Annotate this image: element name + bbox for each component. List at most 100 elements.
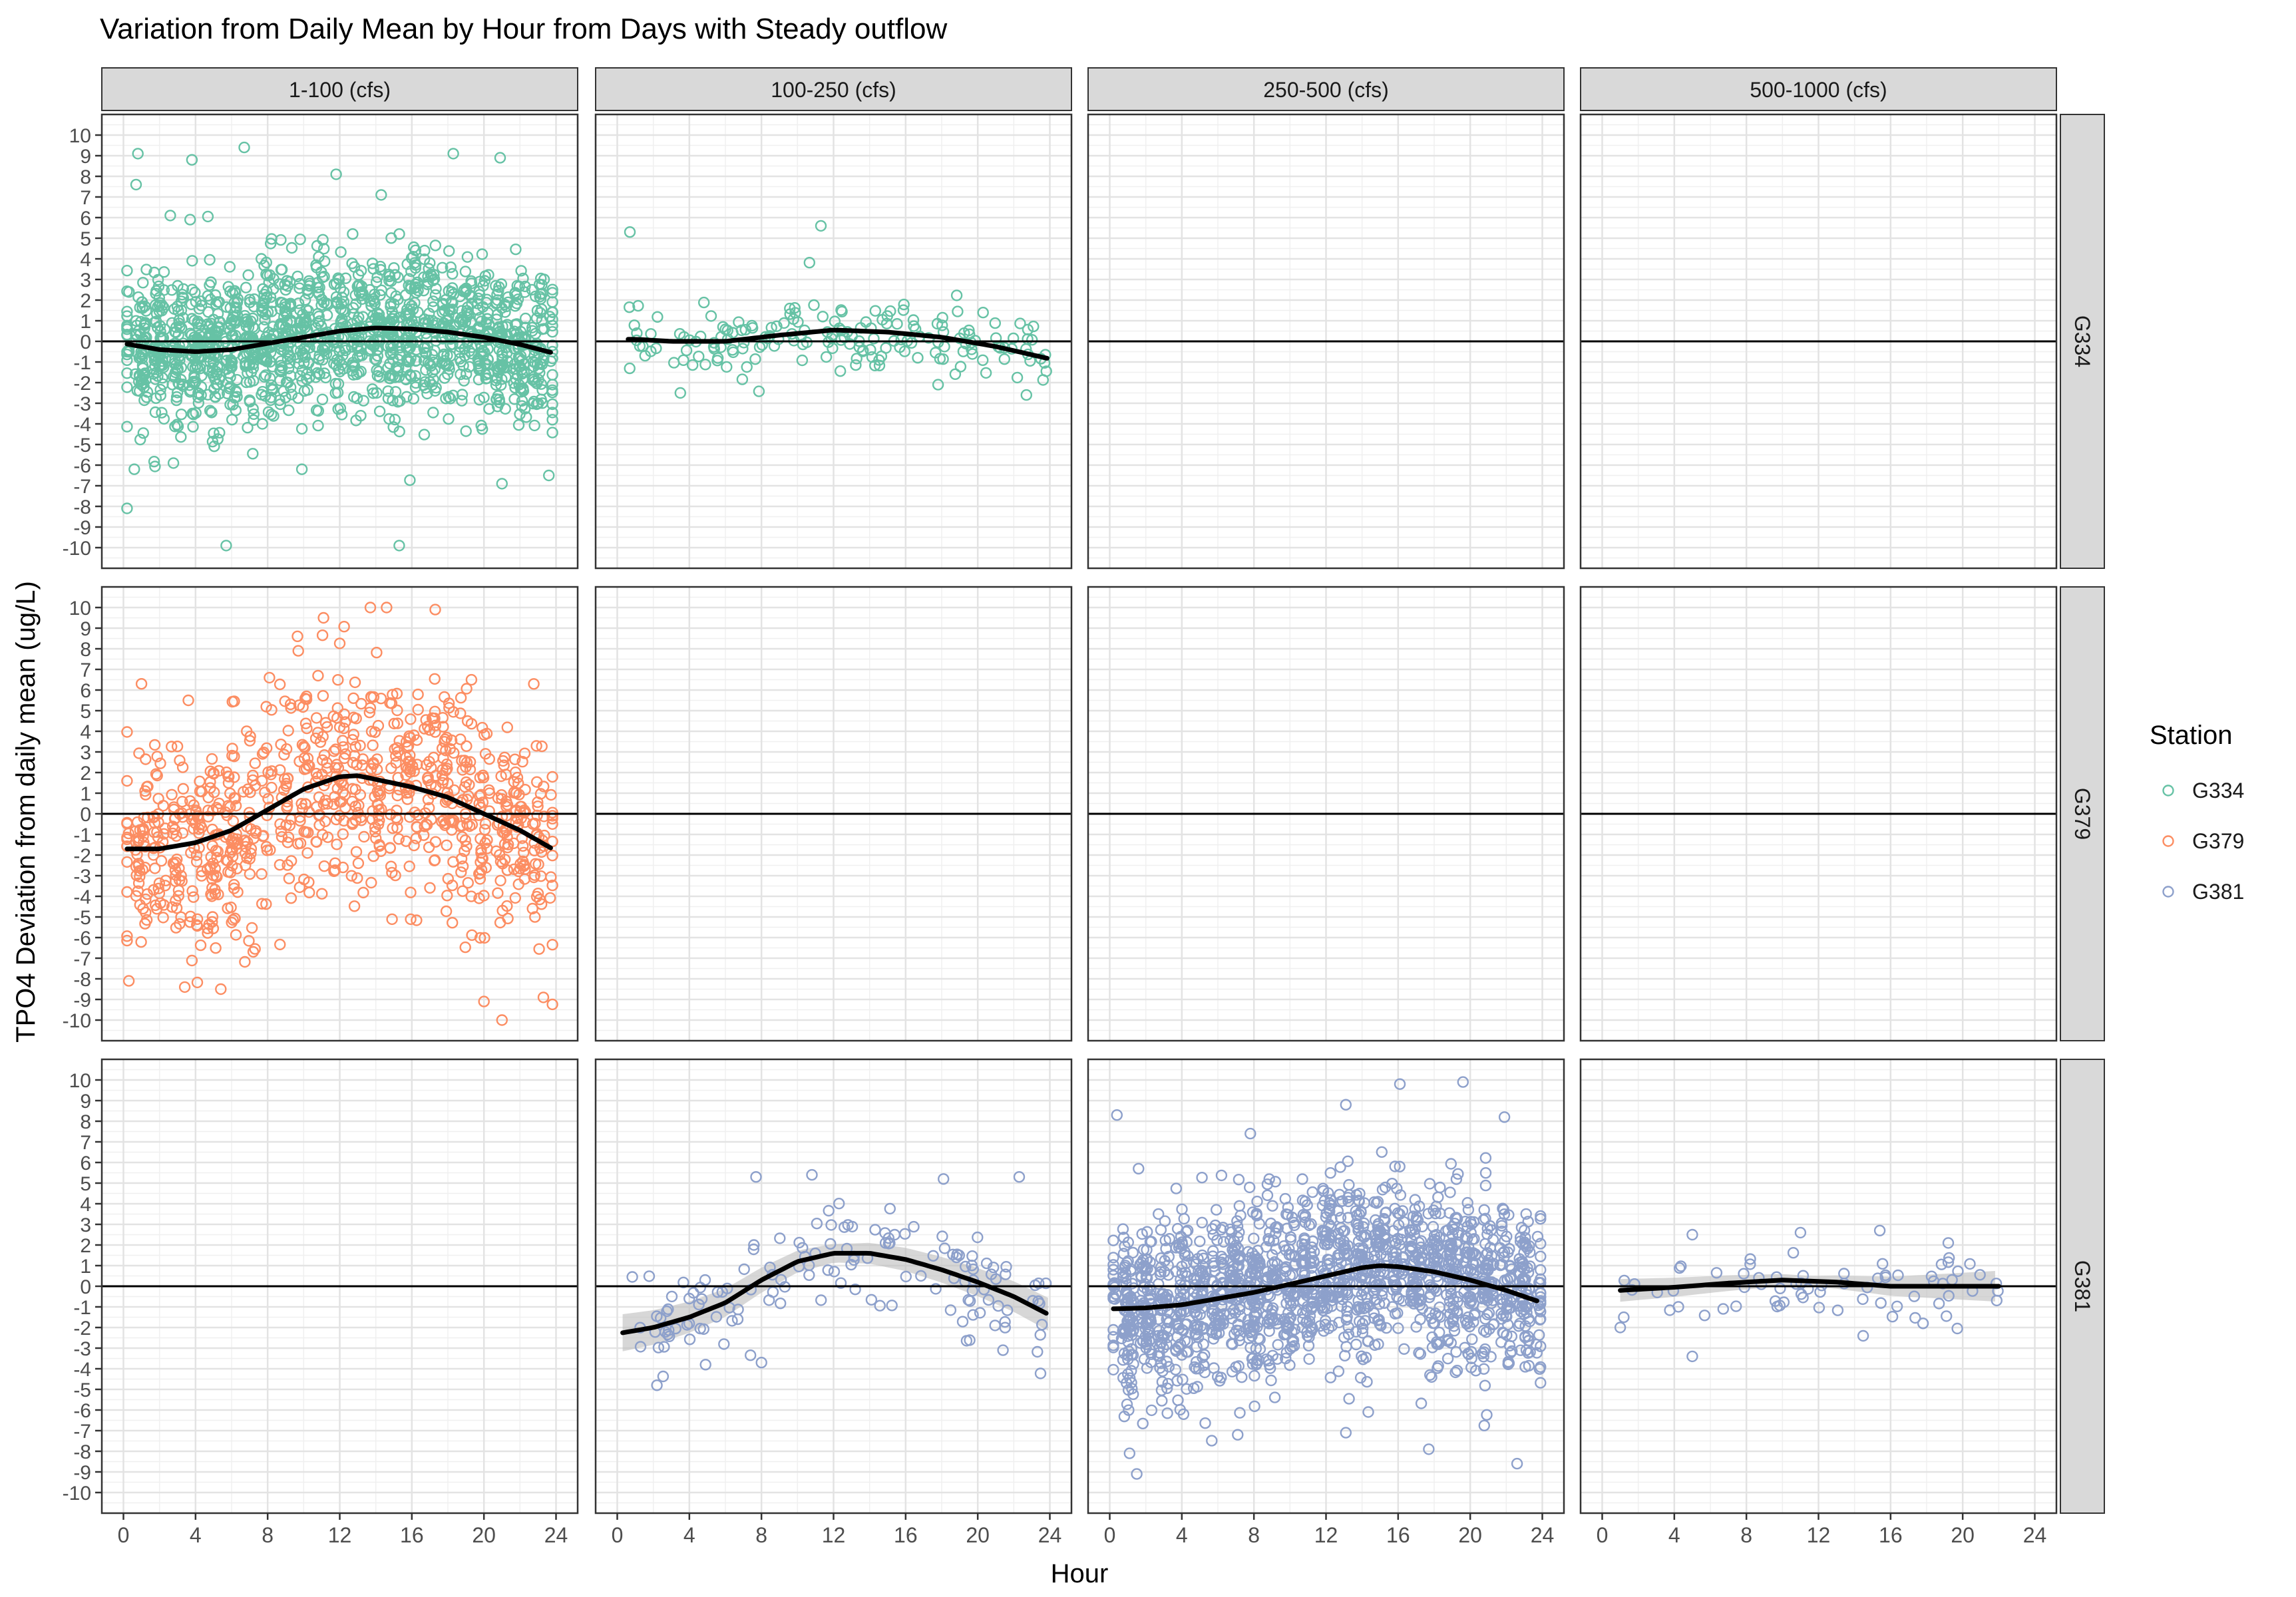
data-point [418, 429, 431, 441]
data-point [460, 776, 473, 789]
data-point [285, 381, 297, 393]
data-point [278, 749, 290, 761]
data-point [338, 621, 350, 633]
data-point [177, 292, 190, 304]
data-point [192, 810, 204, 822]
facet-grid: 1-100 (cfs) 100-250 (cfs) 250-500 (cfs) 500… [63, 67, 2105, 1547]
data-point [1028, 320, 1040, 333]
data-point [509, 892, 521, 904]
data-point [149, 460, 161, 472]
data-point [169, 326, 181, 338]
data-point [313, 368, 325, 381]
data-point [313, 310, 325, 323]
data-point [121, 349, 133, 361]
data-point [295, 463, 308, 475]
x-tick-label: 8 [755, 1523, 767, 1547]
data-point [206, 753, 218, 765]
data-point [298, 342, 311, 354]
data-point [459, 834, 471, 846]
data-point [301, 368, 313, 380]
data-point [528, 678, 540, 690]
data-point [437, 763, 449, 776]
y-tick-label: -9 [73, 989, 91, 1011]
data-point [177, 283, 190, 295]
data-point [418, 271, 430, 283]
data-point [316, 888, 328, 900]
data-point [258, 260, 270, 271]
data-point [151, 769, 163, 782]
data-point [367, 739, 379, 751]
data-point [490, 845, 502, 857]
data-point [514, 862, 526, 874]
data-point [280, 391, 291, 403]
data-point [265, 238, 277, 250]
data-point [303, 357, 315, 369]
data-point [424, 882, 436, 894]
data-point [318, 367, 331, 379]
data-point [526, 283, 538, 296]
data-point [789, 302, 801, 314]
data-point [1011, 371, 1024, 384]
data-point [186, 313, 198, 325]
data-point [298, 317, 310, 329]
data-point [152, 280, 165, 292]
data-point [869, 305, 882, 317]
data-point [176, 811, 189, 823]
data-point [546, 998, 558, 1011]
data-point [268, 273, 280, 285]
row-strip [2060, 114, 2105, 569]
data-point [247, 946, 260, 958]
data-point [258, 371, 270, 383]
data-point [286, 242, 298, 254]
data-point [204, 254, 216, 266]
data-point [176, 795, 188, 808]
data-point [418, 829, 430, 841]
data-point [364, 295, 376, 307]
data-point [242, 269, 254, 281]
data-point [121, 265, 133, 277]
data-point [498, 838, 511, 850]
data-point [501, 864, 513, 876]
data-point [281, 275, 293, 287]
data-point [166, 284, 178, 296]
data-point [385, 301, 397, 313]
data-point [500, 795, 512, 808]
chart-title: Variation from Daily Mean by Hour from D… [100, 13, 947, 45]
data-point [367, 258, 379, 269]
data-point [459, 941, 471, 954]
data-point [168, 303, 180, 315]
data-point [274, 394, 286, 407]
data-point [477, 852, 488, 864]
data-point [538, 829, 550, 842]
data-point [311, 240, 323, 252]
data-point [389, 269, 401, 281]
data-point [355, 265, 367, 277]
data-point [529, 911, 541, 923]
data-point [355, 814, 367, 826]
data-point [478, 824, 491, 836]
data-point [208, 767, 220, 779]
data-point [296, 739, 309, 751]
y-tick-label: -2 [73, 845, 91, 867]
data-point [410, 259, 422, 271]
data-point [256, 418, 268, 430]
x-tick-label: 4 [683, 1523, 695, 1547]
data-point [372, 719, 385, 732]
data-point [140, 914, 153, 926]
data-point [191, 332, 203, 344]
data-point [274, 818, 286, 830]
data-point [256, 775, 268, 787]
data-point [274, 678, 286, 691]
data-point [196, 822, 208, 834]
data-point [411, 914, 423, 926]
data-point [932, 379, 944, 391]
data-point [311, 836, 323, 848]
data-point [477, 279, 489, 292]
data-point [473, 790, 486, 802]
data-point [461, 715, 474, 727]
x-tick-label: 12 [328, 1523, 352, 1547]
data-point [186, 283, 198, 295]
data-point [220, 301, 233, 313]
data-point [337, 828, 349, 840]
facet-panel [1579, 586, 2058, 1042]
